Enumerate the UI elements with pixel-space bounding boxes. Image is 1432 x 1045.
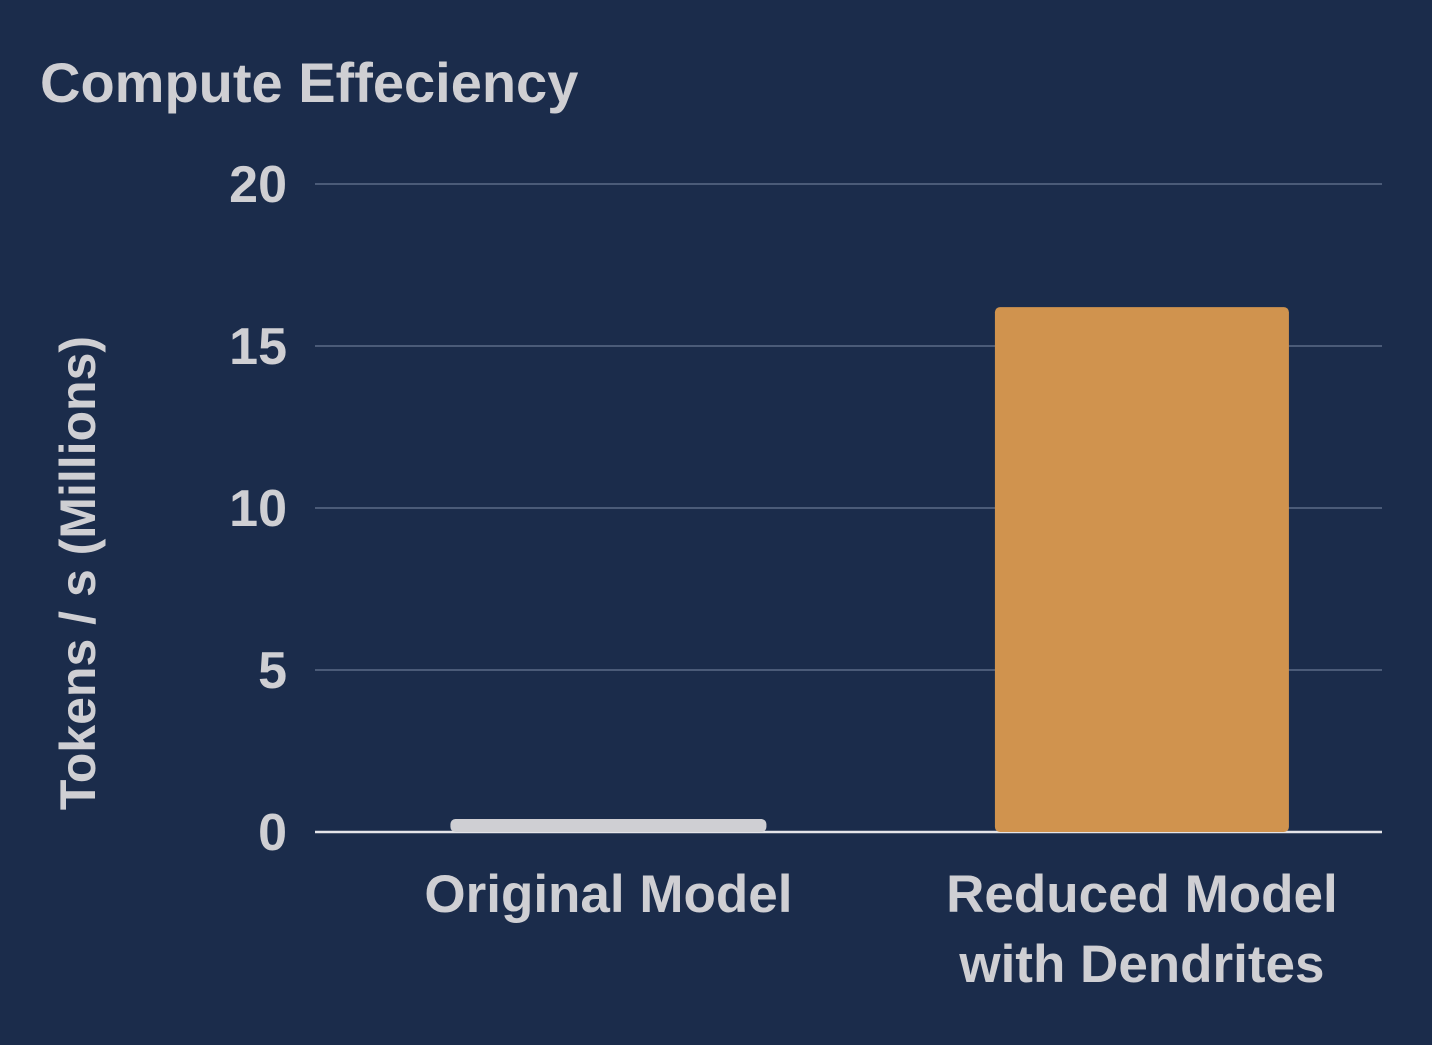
y-ticks: 0 5 10 15 20 bbox=[229, 156, 287, 862]
bars bbox=[450, 307, 1289, 832]
y-tick-label: 0 bbox=[258, 804, 287, 862]
x-category-label: Reduced Model with Dendrites bbox=[946, 865, 1338, 994]
y-tick-label: 10 bbox=[229, 480, 287, 538]
bar bbox=[994, 307, 1289, 832]
bar bbox=[450, 819, 767, 832]
y-tick-label: 5 bbox=[258, 642, 287, 700]
chart-title: Compute Effeciency bbox=[40, 51, 579, 114]
y-axis-label: Tokens / s (Millions) bbox=[50, 336, 106, 810]
x-category-label: Original Model bbox=[424, 865, 792, 924]
y-tick-label: 15 bbox=[229, 318, 287, 376]
x-category-labels: Original Model Reduced Model with Dendrite… bbox=[424, 865, 1337, 994]
y-tick-label: 20 bbox=[229, 156, 287, 214]
